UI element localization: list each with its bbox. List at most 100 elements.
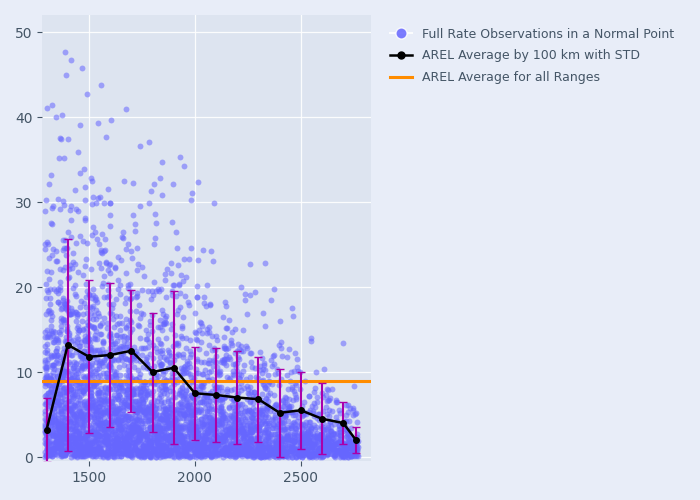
Point: [71, 420, 83, 428]
Point: [44, 414, 55, 422]
Point: [57, 397, 68, 405]
Point: [50, 438, 62, 446]
Point: [260, 400, 272, 408]
Point: [152, 420, 163, 428]
Point: [193, 450, 204, 458]
Point: [65, 352, 76, 360]
Point: [78, 336, 89, 344]
Point: [304, 392, 315, 400]
Point: [240, 440, 251, 448]
Point: [248, 404, 259, 412]
Point: [106, 399, 117, 407]
Point: [73, 400, 84, 407]
Point: [61, 388, 72, 396]
Point: [164, 376, 176, 384]
Point: [196, 440, 207, 448]
Point: [139, 386, 150, 394]
Point: [104, 362, 115, 370]
Point: [106, 406, 118, 413]
Point: [346, 443, 358, 451]
Point: [228, 450, 239, 458]
Point: [180, 420, 191, 428]
Point: [152, 422, 163, 430]
Point: [95, 400, 106, 408]
Point: [315, 436, 326, 444]
Point: [46, 100, 57, 108]
Point: [85, 429, 97, 437]
Point: [82, 90, 93, 98]
Point: [90, 396, 101, 404]
Point: [92, 386, 104, 394]
Point: [330, 449, 342, 457]
Point: [318, 446, 329, 454]
Point: [92, 443, 104, 451]
Point: [132, 266, 143, 274]
Point: [78, 452, 90, 460]
Point: [246, 408, 257, 416]
Point: [220, 416, 232, 424]
Point: [159, 418, 170, 426]
Point: [94, 398, 105, 406]
Point: [56, 450, 67, 458]
Point: [214, 410, 225, 418]
Point: [88, 426, 99, 434]
Point: [60, 48, 71, 56]
Point: [165, 446, 176, 454]
Point: [143, 138, 154, 145]
Point: [236, 446, 247, 454]
Point: [342, 430, 354, 438]
Point: [258, 444, 269, 452]
Point: [284, 430, 295, 438]
Point: [96, 282, 107, 290]
Point: [256, 410, 267, 418]
Point: [173, 422, 184, 430]
Point: [267, 449, 278, 457]
Point: [214, 384, 225, 392]
Point: [305, 443, 316, 451]
Point: [55, 433, 66, 441]
Point: [185, 444, 196, 452]
Point: [168, 180, 179, 188]
Point: [46, 418, 57, 426]
Point: [184, 336, 195, 344]
Point: [231, 390, 242, 398]
Point: [290, 426, 302, 434]
Point: [116, 380, 127, 388]
Point: [207, 362, 218, 370]
Point: [85, 445, 96, 453]
Point: [179, 365, 190, 373]
Point: [164, 418, 175, 426]
Point: [96, 396, 107, 404]
Point: [58, 236, 69, 244]
Point: [125, 404, 136, 411]
Point: [269, 437, 280, 445]
Point: [309, 425, 320, 433]
Point: [351, 430, 363, 438]
Point: [232, 442, 244, 450]
Point: [350, 446, 361, 454]
Point: [157, 445, 168, 453]
Point: [157, 449, 168, 457]
Point: [206, 332, 218, 340]
Point: [230, 350, 241, 358]
Point: [130, 422, 141, 430]
Point: [141, 388, 152, 396]
Point: [153, 451, 164, 459]
Point: [146, 416, 157, 424]
Point: [196, 453, 207, 461]
Point: [195, 408, 206, 416]
Point: [64, 418, 76, 426]
Point: [117, 356, 128, 364]
Point: [274, 430, 285, 438]
Point: [276, 436, 288, 444]
Point: [94, 402, 105, 410]
Point: [93, 430, 104, 438]
Point: [103, 332, 114, 340]
Point: [124, 446, 135, 454]
Point: [150, 400, 162, 408]
Point: [121, 412, 132, 420]
Point: [43, 445, 55, 453]
Point: [181, 334, 192, 342]
Point: [149, 410, 160, 418]
Point: [83, 378, 94, 386]
